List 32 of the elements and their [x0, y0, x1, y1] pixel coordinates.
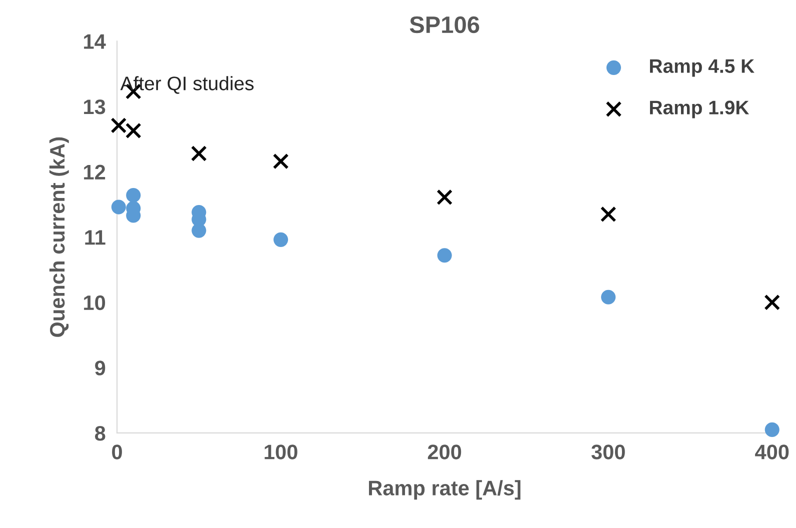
- x-tick-label: 200: [428, 444, 462, 460]
- legend-label: Ramp 1.9K: [650, 100, 750, 118]
- point: [125, 122, 142, 139]
- y-tick-label: 12: [84, 164, 106, 180]
- point: [110, 117, 127, 134]
- point: [437, 248, 452, 263]
- point: [272, 153, 289, 170]
- y-tick-label: 10: [84, 295, 106, 310]
- y-tick-label: 14: [84, 34, 106, 49]
- x-tick-label: 100: [264, 444, 298, 460]
- y-tick-label: 13: [84, 99, 106, 114]
- point: [126, 188, 141, 203]
- x-axis-title: Ramp rate [A/s]: [368, 480, 520, 500]
- point: [600, 206, 616, 222]
- y-axis-title: Quench current (kA): [49, 137, 69, 337]
- point: [111, 200, 126, 214]
- x-tick-label: 0: [112, 444, 122, 460]
- chart-title: SP106: [410, 16, 480, 34]
- point: [274, 232, 288, 247]
- y-tick-label: 8: [94, 426, 106, 441]
- x-tick-label: 300: [591, 444, 625, 460]
- point: [764, 422, 780, 437]
- x-tick-label: 400: [755, 444, 789, 460]
- point: [190, 146, 207, 162]
- y-tick-label: 11: [85, 230, 106, 245]
- point: [192, 223, 206, 238]
- point: [601, 290, 616, 304]
- legend-label: Ramp 4.5 K: [650, 59, 754, 77]
- point: [436, 189, 453, 206]
- point: [764, 294, 780, 310]
- y-tick-label: 9: [95, 360, 106, 376]
- annotation: After QI studies: [120, 76, 254, 94]
